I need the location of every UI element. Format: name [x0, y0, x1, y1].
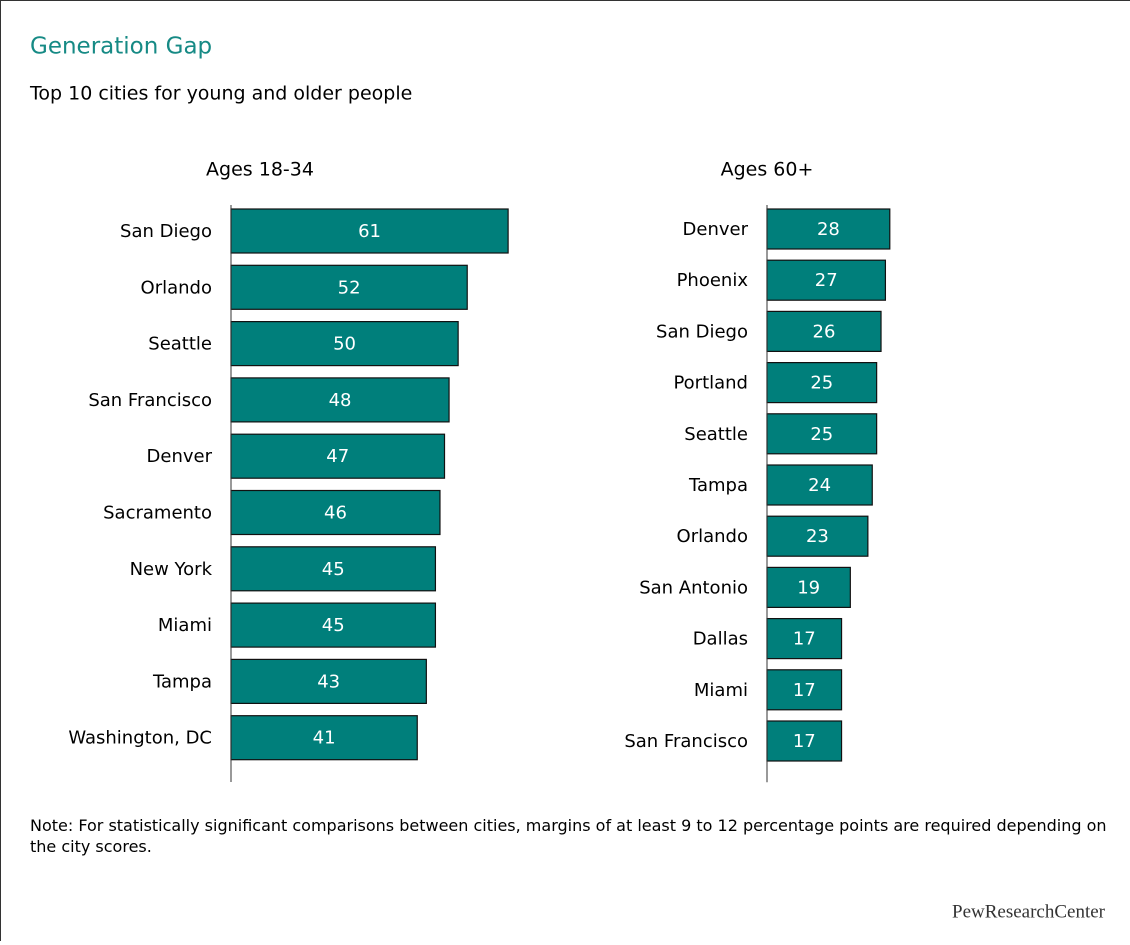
value-label: 61 [358, 221, 381, 242]
category-label: San Francisco [88, 390, 212, 411]
value-label: 52 [338, 277, 361, 298]
value-label: 43 [317, 671, 340, 692]
value-label: 17 [793, 731, 816, 752]
value-label: 46 [324, 503, 347, 524]
value-label: 19 [797, 577, 820, 598]
category-label: Miami [158, 615, 212, 636]
value-label: 23 [806, 526, 829, 547]
category-label: Seattle [684, 424, 748, 445]
category-label: Orlando [141, 277, 212, 298]
category-label: Orlando [677, 526, 748, 547]
value-label: 41 [313, 728, 336, 749]
category-label: San Diego [120, 221, 212, 242]
value-label: 24 [808, 475, 831, 496]
category-label: San Antonio [639, 577, 748, 598]
category-label: Washington, DC [68, 728, 212, 749]
panel-title: Ages 60+ [721, 159, 814, 181]
category-label: San Francisco [624, 731, 748, 752]
category-label: Sacramento [103, 503, 212, 524]
source: PewResearchCenter [952, 901, 1106, 922]
value-label: 28 [817, 219, 840, 240]
panel-title: Ages 18-34 [206, 159, 314, 181]
category-label: Portland [673, 373, 748, 394]
category-label: San Diego [656, 321, 748, 342]
value-label: 17 [793, 629, 816, 650]
value-label: 47 [326, 446, 349, 467]
value-label: 26 [813, 321, 836, 342]
category-label: Miami [694, 680, 748, 701]
category-label: Phoenix [677, 270, 749, 291]
note: Note: For statistically significant comp… [30, 815, 1110, 857]
category-label: New York [130, 559, 213, 580]
subtitle: Top 10 cities for young and older people [29, 83, 412, 105]
value-label: 48 [329, 390, 352, 411]
value-label: 50 [333, 334, 356, 355]
category-label: Tampa [152, 671, 212, 692]
category-label: Seattle [148, 334, 212, 355]
value-label: 45 [322, 559, 345, 580]
value-label: 17 [793, 680, 816, 701]
note-box: Note: For statistically significant comp… [30, 815, 1110, 875]
chart-title: Generation Gap [30, 34, 212, 60]
value-label: 27 [815, 270, 838, 291]
value-label: 25 [810, 424, 833, 445]
category-label: Dallas [693, 629, 748, 650]
category-label: Tampa [688, 475, 748, 496]
category-label: Denver [147, 446, 213, 467]
category-label: Denver [683, 219, 749, 240]
value-label: 45 [322, 615, 345, 636]
value-label: 25 [810, 373, 833, 394]
